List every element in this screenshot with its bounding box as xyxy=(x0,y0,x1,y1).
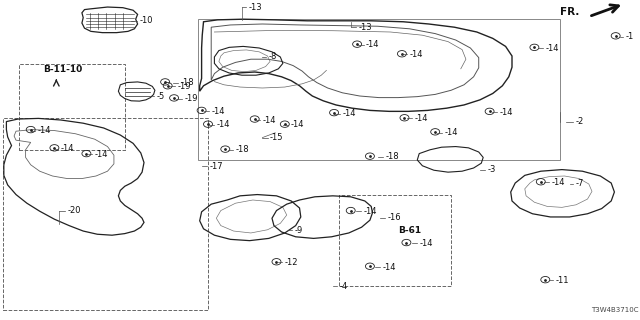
Text: -14: -14 xyxy=(410,50,423,59)
Text: -11: -11 xyxy=(556,276,569,285)
Text: -19: -19 xyxy=(184,94,198,103)
Text: -13: -13 xyxy=(358,23,372,32)
Bar xyxy=(3,118,208,310)
Text: -14: -14 xyxy=(366,40,380,49)
Text: -14: -14 xyxy=(216,120,230,129)
Text: -18: -18 xyxy=(236,145,249,154)
Text: B-61: B-61 xyxy=(398,226,421,235)
Text: T3W4B3710C: T3W4B3710C xyxy=(591,307,639,313)
Text: -7: -7 xyxy=(576,180,584,188)
Text: -14: -14 xyxy=(383,263,396,272)
Text: -3: -3 xyxy=(488,165,496,174)
Text: -19: -19 xyxy=(178,82,191,91)
Text: -5: -5 xyxy=(157,92,165,100)
Text: -14: -14 xyxy=(342,109,356,118)
Text: B-11-10: B-11-10 xyxy=(44,65,83,74)
Text: -4: -4 xyxy=(339,282,348,291)
Text: -14: -14 xyxy=(95,150,108,159)
Bar xyxy=(19,64,125,150)
Text: -17: -17 xyxy=(210,162,223,171)
Text: -14: -14 xyxy=(499,108,513,116)
Text: -14: -14 xyxy=(419,239,433,248)
Text: -14: -14 xyxy=(262,116,276,124)
Text: -14: -14 xyxy=(291,120,304,129)
Text: -16: -16 xyxy=(387,213,401,222)
Text: -14: -14 xyxy=(415,114,428,123)
Text: -14: -14 xyxy=(211,107,225,116)
Text: -14: -14 xyxy=(545,44,559,52)
Text: -15: -15 xyxy=(270,133,284,142)
Text: -10: -10 xyxy=(140,16,153,25)
Text: -18: -18 xyxy=(385,152,399,161)
Text: FR.: FR. xyxy=(560,7,579,17)
Text: -20: -20 xyxy=(67,206,81,215)
Text: -14: -14 xyxy=(552,178,565,187)
Text: -9: -9 xyxy=(294,226,303,235)
Text: -2: -2 xyxy=(576,117,584,126)
Text: -8: -8 xyxy=(269,52,277,61)
Text: -14: -14 xyxy=(445,128,458,137)
Text: -14: -14 xyxy=(364,207,377,216)
Text: -12: -12 xyxy=(285,258,298,267)
Text: -18: -18 xyxy=(180,78,194,87)
Text: -14: -14 xyxy=(37,126,51,135)
Text: -1: -1 xyxy=(626,32,634,41)
Text: -14: -14 xyxy=(61,144,74,153)
Bar xyxy=(339,195,451,286)
Text: -13: -13 xyxy=(248,3,262,12)
Bar xyxy=(198,19,560,160)
